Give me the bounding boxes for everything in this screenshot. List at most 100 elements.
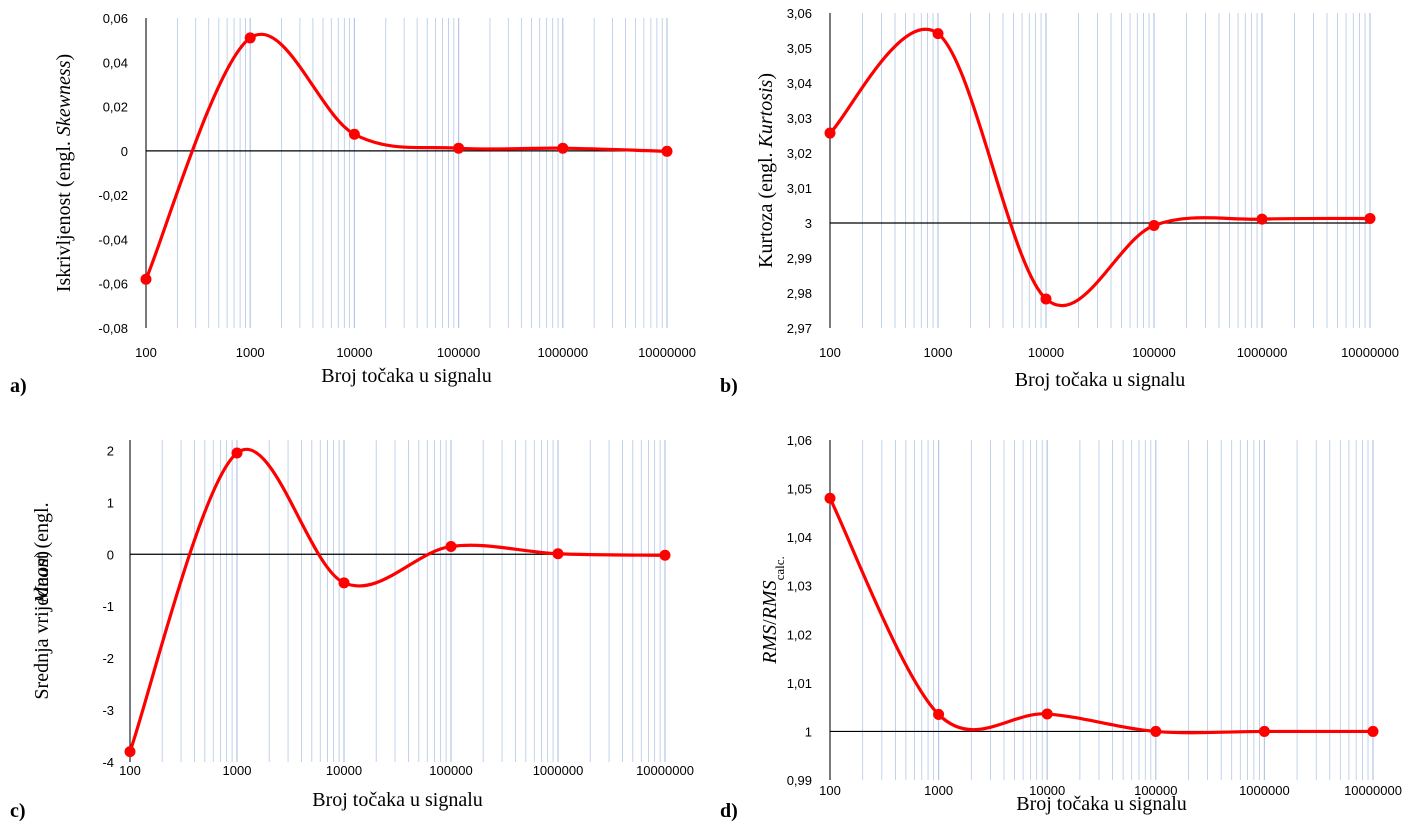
y-tick-label: 3,02 [787, 146, 812, 161]
y-tick-label: 1,05 [787, 482, 812, 497]
y-tick-label: 1 [805, 724, 812, 739]
x-tick-label: 100 [819, 783, 841, 798]
chart-panel-b: 3,06 3,05 3,04 3,03 3,02 3,01 3 2,99 2,98 2,97 100… [720, 6, 1399, 397]
data-point [1041, 708, 1053, 720]
y-tick-label: 1,06 [787, 433, 812, 448]
y-tick-label: 1 [107, 495, 114, 510]
data-point [1256, 213, 1268, 225]
y-axis-title-part: ) [53, 54, 75, 61]
x-tick-label: 1000 [223, 763, 252, 778]
data-point [552, 548, 564, 560]
y-tick-label: 0 [121, 144, 128, 159]
x-axis-title: Broj točaka u signalu [1016, 793, 1187, 815]
y-tick-label: 0,99 [787, 773, 812, 788]
y-tick-label: -3 [102, 703, 114, 718]
x-axis-title: Broj točaka u signalu [1015, 369, 1186, 391]
x-axis-title: Broj točaka u signalu [312, 789, 483, 811]
x-tick-label: 100 [819, 345, 841, 360]
y-tick-label: 1,01 [787, 676, 812, 691]
y-axis-title-part: Skewness [53, 60, 75, 136]
data-point [244, 32, 256, 44]
y-tick-label: 1,02 [787, 627, 812, 642]
y-axis-title-part: Iskrivljenost (engl. [53, 136, 75, 292]
y-tick-label: -4 [102, 755, 114, 770]
x-tick-label: 100000 [1132, 345, 1175, 360]
data-point [1367, 725, 1379, 737]
data-point [338, 577, 350, 589]
y-tick-label: 3,06 [787, 6, 812, 21]
y-axis-title: Iskrivljenost (engl. Skewness) [53, 54, 75, 292]
data-point [453, 142, 465, 154]
x-tick-label: 10000000 [1341, 345, 1399, 360]
x-tick-label: 1000000 [533, 763, 584, 778]
panel-label: a) [10, 375, 27, 397]
y-axis-title-part: calc. [772, 556, 787, 580]
data-point [659, 549, 671, 561]
data-point [661, 145, 673, 157]
data-point [231, 447, 243, 459]
y-tick-label: 3,01 [787, 181, 812, 196]
chart-panel-d: 1,06 1,05 1,04 1,03 1,02 1,01 1 0,99 100 1000 1000… [720, 433, 1402, 822]
y-axis-title-line: Mean) [31, 551, 53, 604]
y-axis-title-part: RMS [759, 580, 781, 620]
y-tick-label: 0,02 [103, 100, 128, 115]
y-axis-title-part: Kurtoza (engl. [755, 147, 777, 268]
y-tick-label: -0,04 [98, 232, 128, 247]
y-tick-label: 3,03 [787, 111, 812, 126]
x-tick-label: 10000000 [638, 345, 696, 360]
panel-label: d) [720, 800, 738, 822]
y-tick-label: 0,04 [103, 55, 128, 70]
data-point [1364, 212, 1376, 224]
data-point [1258, 725, 1270, 737]
y-tick-label: 3,04 [787, 76, 812, 91]
y-tick-label: 3,05 [787, 41, 812, 56]
y-tick-label: -0,08 [98, 321, 128, 336]
x-tick-label: 10000 [336, 345, 372, 360]
y-tick-label: 0,06 [103, 11, 128, 26]
x-tick-label: 100 [135, 345, 157, 360]
data-point [348, 128, 360, 140]
y-axis-title-part: Mean [31, 558, 53, 605]
data-point [1148, 219, 1160, 231]
y-tick-label: 2,99 [787, 251, 812, 266]
y-axis-title-part: RMS [759, 625, 781, 665]
y-tick-label: -2 [102, 651, 114, 666]
data-point [824, 492, 836, 504]
data-point [124, 746, 136, 758]
y-tick-label: -0,06 [98, 277, 128, 292]
data-point [933, 708, 945, 720]
x-tick-label: 100 [119, 763, 141, 778]
series-line [144, 33, 669, 281]
y-tick-label: -0,02 [98, 188, 128, 203]
y-axis-title-part: / [759, 619, 781, 625]
x-tick-label: 100000 [429, 763, 472, 778]
y-axis-title-part: ) [755, 73, 777, 80]
x-tick-label: 10000 [1029, 783, 1065, 798]
data-point [932, 28, 944, 40]
x-tick-label: 1000000 [1239, 783, 1290, 798]
x-tick-label: 1000 [236, 345, 265, 360]
x-tick-label: 1000 [924, 345, 953, 360]
chart-panel-c: 2 1 0 -1 -2 -3 -4 100 1000 10000 100000 1000000 1000… [10, 440, 694, 822]
y-tick-label: 2,97 [787, 321, 812, 336]
data-point [1040, 293, 1052, 305]
x-tick-label: 10000000 [636, 763, 694, 778]
chart-panel-a: 0,06 0,04 0,02 0 -0,02 -0,04 -0,06 -0,08 100 1000… [10, 11, 696, 397]
data-point [1150, 725, 1162, 737]
y-tick-label: -1 [102, 599, 114, 614]
x-tick-label: 100000 [1134, 783, 1177, 798]
y-axis-title-part: Kurtosis [755, 79, 777, 148]
y-tick-label: 1,03 [787, 579, 812, 594]
x-tick-label: 1000000 [1237, 345, 1288, 360]
y-tick-label: 2 [107, 443, 114, 458]
x-axis-title: Broj točaka u signalu [321, 365, 492, 387]
series-line [128, 448, 667, 754]
series-line [828, 496, 1375, 735]
data-point [824, 127, 836, 139]
panel-label: c) [10, 800, 26, 822]
x-tick-label: 1000 [924, 783, 953, 798]
x-tick-label: 10000 [326, 763, 362, 778]
y-axis-title: Kurtoza (engl. Kurtosis) [755, 73, 777, 268]
data-point [557, 142, 569, 154]
panel-label: b) [720, 375, 738, 397]
